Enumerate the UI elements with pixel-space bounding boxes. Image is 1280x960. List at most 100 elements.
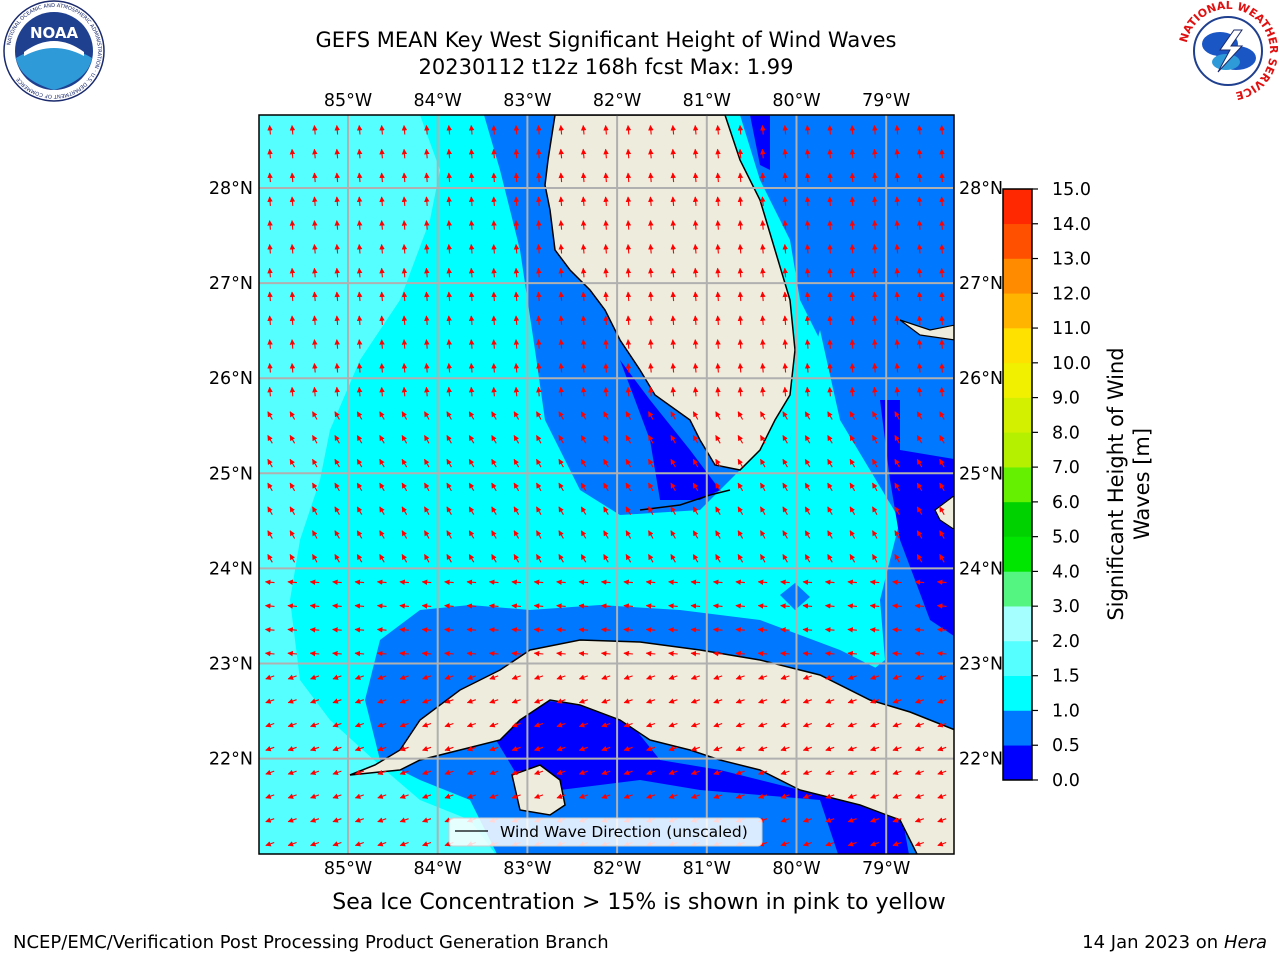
wind-wave-arrow	[446, 172, 452, 183]
wind-wave-arrow	[668, 579, 678, 585]
wind-wave-direction-arrows	[264, 124, 947, 847]
wind-wave-arrow	[646, 698, 656, 704]
wind-wave-arrow	[668, 746, 678, 752]
wind-wave-arrow	[914, 603, 925, 609]
wind-wave-arrow	[872, 267, 878, 278]
wind-wave-arrow	[735, 746, 745, 752]
wind-wave-arrow	[424, 315, 430, 325]
wind-wave-arrow	[645, 627, 656, 633]
wind-wave-arrow	[446, 315, 452, 325]
wind-wave-arrow	[603, 435, 609, 444]
wind-wave-arrow	[468, 435, 475, 444]
wind-wave-arrow	[511, 698, 521, 704]
wind-wave-arrow	[760, 435, 766, 444]
wind-wave-arrow	[513, 172, 520, 183]
wind-wave-arrow	[914, 769, 924, 776]
wind-wave-arrow	[267, 291, 273, 302]
wind-wave-arrow	[533, 650, 544, 657]
wind-wave-arrow	[444, 579, 454, 585]
wind-wave-arrow	[713, 722, 723, 728]
wind-wave-arrow	[580, 148, 587, 159]
grand-bahama	[899, 319, 954, 341]
wind-wave-arrow	[892, 627, 902, 633]
wind-wave-arrow	[914, 579, 925, 585]
wind-wave-arrow	[558, 386, 564, 397]
wind-wave-arrow	[580, 124, 587, 135]
wind-wave-arrow	[648, 196, 654, 206]
wind-wave-arrow	[491, 148, 497, 159]
wind-wave-arrow	[446, 267, 452, 278]
wind-wave-arrow	[578, 603, 589, 609]
wind-wave-arrow	[446, 482, 452, 492]
wind-wave-arrow	[287, 793, 297, 799]
wind-wave-arrow	[354, 746, 364, 752]
wind-wave-arrow	[556, 650, 566, 657]
wind-wave-arrow	[780, 841, 790, 847]
wind-wave-arrow	[424, 148, 430, 159]
wind-wave-arrow	[939, 196, 945, 206]
wind-wave-arrow	[668, 722, 678, 728]
wind-wave-arrow	[712, 603, 723, 609]
wind-wave-arrow	[715, 530, 721, 539]
wind-wave-arrow	[334, 220, 340, 230]
wind-wave-arrow	[847, 579, 857, 585]
wind-wave-arrow	[399, 674, 409, 680]
wind-wave-arrow	[692, 435, 699, 444]
wind-wave-arrow	[580, 172, 587, 183]
wind-wave-arrow	[401, 554, 408, 563]
wind-wave-arrow	[264, 650, 275, 657]
wind-wave-arrow	[267, 220, 273, 230]
wind-wave-arrow	[513, 291, 520, 302]
wind-wave-arrow	[782, 530, 788, 539]
wind-wave-arrow	[715, 554, 721, 563]
wind-wave-arrow	[580, 482, 587, 492]
wind-wave-arrow	[424, 196, 430, 206]
wind-wave-arrow	[265, 769, 275, 776]
wind-wave-arrow	[558, 220, 564, 230]
wind-wave-arrow	[489, 746, 499, 752]
wind-wave-arrow	[289, 411, 296, 420]
colorbar-tick-label: 13.0	[1052, 250, 1091, 270]
wind-wave-arrow	[824, 603, 835, 609]
wind-wave-arrow	[536, 530, 542, 539]
wind-wave-arrow	[399, 627, 409, 633]
wind-wave-arrow	[401, 506, 408, 515]
wind-wave-arrow	[670, 148, 676, 159]
wind-wave-arrow	[334, 530, 340, 539]
wind-wave-arrow	[558, 172, 564, 183]
wind-wave-arrow	[712, 579, 723, 585]
wind-wave-arrow	[401, 148, 408, 159]
wind-wave-arrow	[758, 769, 768, 776]
wind-wave-arrow	[645, 579, 656, 585]
wind-wave-arrow	[827, 339, 833, 349]
wind-wave-arrow	[334, 482, 340, 492]
colorbar-bin	[1003, 189, 1032, 225]
wind-wave-arrow	[267, 386, 273, 397]
wind-wave-arrow	[401, 124, 408, 135]
wind-wave-arrow	[937, 841, 947, 847]
wind-wave-arrow	[580, 220, 587, 230]
wind-wave-arrow	[802, 817, 812, 823]
wind-wave-arrow	[580, 196, 587, 206]
wind-wave-arrow	[334, 339, 340, 349]
wind-wave-arrow	[648, 411, 654, 420]
wind-wave-arrow	[827, 411, 833, 420]
wind-wave-arrow	[558, 458, 564, 468]
wind-wave-arrow	[715, 148, 721, 159]
wind-wave-arrow	[715, 220, 721, 230]
wind-wave-arrow	[760, 220, 766, 230]
footer-date: 14 Jan 2023 on Hera	[1082, 932, 1267, 953]
wind-wave-arrow	[287, 698, 297, 704]
wind-wave-arrow	[422, 841, 432, 847]
wind-wave-arrow	[334, 172, 340, 183]
wind-wave-arrow	[491, 172, 497, 183]
wind-wave-arrow	[334, 267, 340, 278]
wind-wave-arrow	[265, 841, 275, 847]
wind-wave-arrow	[600, 650, 611, 657]
wind-wave-arrow	[511, 793, 521, 799]
wind-wave-arrow	[356, 554, 363, 563]
wind-wave-arrow	[914, 650, 925, 657]
wind-wave-arrow	[737, 220, 744, 230]
wind-wave-arrow	[580, 243, 587, 254]
wind-wave-arrow	[401, 172, 408, 183]
